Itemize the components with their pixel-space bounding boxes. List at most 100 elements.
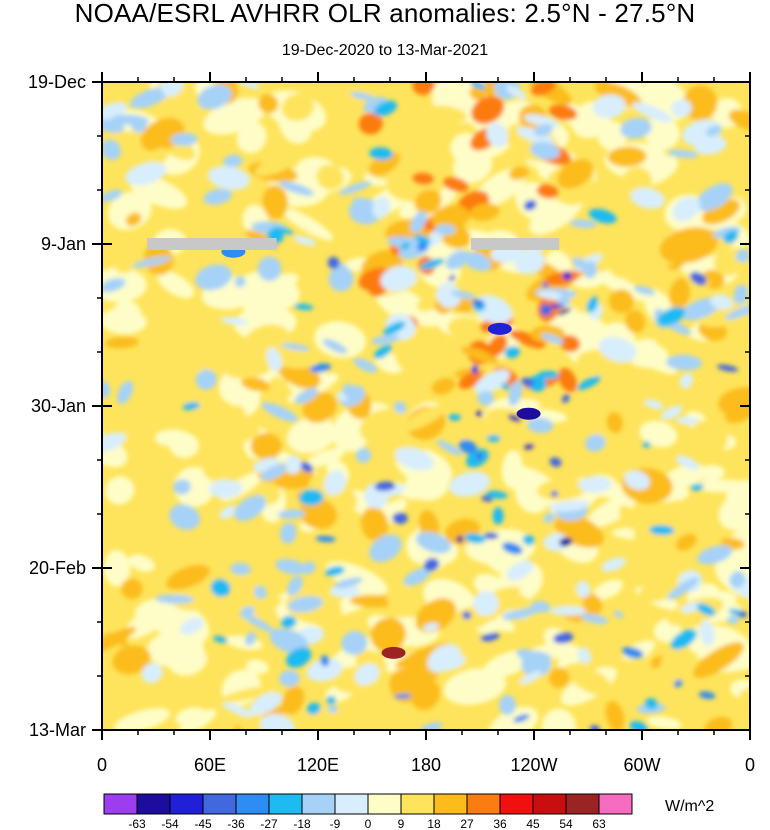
- anomaly-contour: [342, 383, 354, 399]
- anomaly-contour: [549, 606, 587, 616]
- anomaly-contour: [393, 401, 407, 414]
- anomaly-contour: [392, 512, 408, 525]
- anomaly-contour: [477, 390, 495, 406]
- anomaly-contour: [353, 358, 378, 373]
- anomaly-contour: [306, 658, 343, 682]
- anomaly-contour: [452, 420, 490, 440]
- anomaly-contour: [508, 380, 523, 406]
- anomaly-contour: [173, 466, 215, 507]
- anomaly-contour: [642, 441, 651, 448]
- x-tick-label: 0: [97, 755, 107, 775]
- colorbar-label: 63: [592, 817, 606, 830]
- anomaly-contour: [424, 558, 440, 572]
- anomaly-contour: [224, 405, 246, 428]
- anomaly-contour: [486, 434, 501, 442]
- anomaly-contour: [443, 668, 506, 705]
- colorbar-label: 36: [493, 817, 507, 830]
- anomaly-contour: [309, 363, 332, 373]
- anomaly-contour: [536, 478, 588, 501]
- anomaly-contour: [486, 122, 509, 148]
- anomaly-contour: [462, 611, 472, 620]
- anomaly-contour: [442, 177, 469, 192]
- anomaly-contour: [224, 356, 274, 379]
- anomaly-contour: [105, 336, 139, 349]
- anomaly-contour: [571, 257, 591, 271]
- anomaly-contour: [250, 432, 282, 460]
- anomaly-contour: [474, 369, 510, 395]
- colorbar-label: -36: [227, 817, 245, 830]
- anomaly-contour: [506, 310, 534, 330]
- anomaly-contour: [696, 603, 716, 616]
- anomaly-contour: [508, 330, 546, 349]
- anomaly-contour: [278, 181, 315, 196]
- anomaly-contour: [549, 457, 562, 467]
- anomaly-contour: [374, 481, 396, 491]
- colorbar-swatch: [268, 793, 303, 815]
- anomaly-contour: [519, 670, 542, 685]
- anomaly-contour: [548, 500, 591, 512]
- anomaly-contour: [559, 537, 573, 547]
- anomaly-contour: [538, 290, 564, 301]
- colorbar-label: 27: [460, 817, 474, 830]
- anomaly-contour: [679, 373, 694, 389]
- anomaly-contour: [219, 505, 237, 519]
- anomaly-contour: [710, 294, 734, 310]
- anomaly-contour: [458, 439, 477, 454]
- anomaly-contour: [559, 335, 581, 353]
- anomaly-contour: [735, 249, 750, 263]
- anomaly-contour: [169, 432, 199, 458]
- anomaly-contour: [576, 580, 591, 598]
- y-tick-label: 30-Jan: [31, 396, 86, 416]
- anomaly-contour: [469, 203, 500, 221]
- anomaly-contour: [594, 82, 642, 108]
- anomaly-contour: [415, 531, 452, 554]
- anomaly-contour: [373, 344, 392, 359]
- anomaly-contour: [696, 183, 733, 211]
- anomaly-contour: [121, 578, 143, 600]
- anomaly-contour: [550, 584, 584, 610]
- anomaly-contour: [323, 470, 347, 496]
- anomaly-contour: [284, 455, 303, 474]
- anomaly-contour: [633, 285, 656, 296]
- anomaly-contour: [504, 346, 520, 359]
- anomaly-contour: [420, 722, 443, 730]
- x-tick-label: 60E: [194, 755, 226, 775]
- anomaly-contour: [197, 84, 232, 110]
- anomaly-contour: [618, 505, 640, 531]
- anomaly-contour: [223, 154, 243, 167]
- anomaly-contour: [359, 408, 410, 444]
- anomaly-contour: [464, 533, 486, 544]
- anomaly-contour: [472, 299, 484, 307]
- anomaly-contour: [644, 116, 680, 150]
- anomaly-contour: [562, 271, 572, 281]
- anomaly-contour: [380, 265, 418, 292]
- anomaly-contour: [266, 347, 282, 372]
- anomaly-contour: [403, 567, 431, 586]
- anomaly-contour: [302, 391, 337, 423]
- anomaly-contour: [536, 184, 559, 199]
- anomaly-contour: [627, 398, 644, 433]
- anomaly-contour: [445, 250, 470, 270]
- anomaly-contour: [448, 275, 456, 281]
- anomaly-contour: [102, 617, 127, 636]
- anomaly-contour: [577, 375, 602, 391]
- anomaly-contour: [592, 94, 626, 119]
- anomaly-contour: [558, 368, 577, 393]
- anomaly-contour: [369, 147, 393, 161]
- anomaly-contour: [149, 600, 210, 645]
- anomaly-contour: [166, 564, 210, 590]
- anomaly-contour: [673, 679, 683, 688]
- anomaly-contour: [383, 321, 406, 336]
- anomaly-contour: [680, 297, 721, 321]
- anomaly-contour: [587, 495, 636, 528]
- anomaly-contour: [557, 296, 570, 308]
- anomaly-contour: [412, 172, 435, 185]
- anomaly-contour: [606, 412, 623, 434]
- notable-anomaly: [487, 322, 512, 335]
- anomaly-contour: [304, 447, 346, 469]
- anomaly-contour: [543, 533, 569, 552]
- anomaly-contour: [513, 714, 530, 723]
- anomaly-contour: [675, 416, 700, 425]
- colorbar-swatch: [301, 793, 336, 815]
